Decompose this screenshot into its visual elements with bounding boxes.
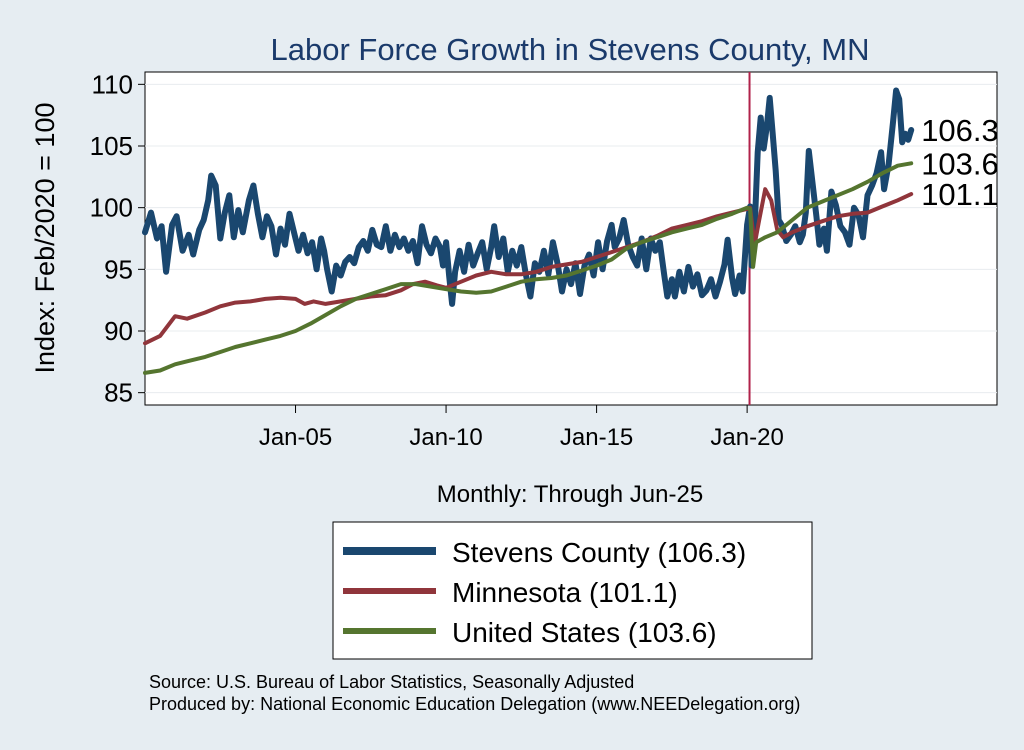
series-end-label-1: 101.1 bbox=[921, 177, 999, 212]
x-tick-label: Jan-10 bbox=[409, 424, 482, 451]
series-line-2 bbox=[143, 161, 914, 375]
series-end-label-2: 103.6 bbox=[921, 146, 999, 181]
x-axis-label: Monthly: Through Jun-25 bbox=[437, 481, 703, 508]
x-tick-label: Jan-05 bbox=[259, 424, 332, 451]
series-line-0 bbox=[142, 87, 915, 307]
legend-label-2: United States (103.6) bbox=[452, 617, 717, 648]
y-tick-label: 105 bbox=[90, 131, 133, 161]
producer-note: Produced by: National Economic Education… bbox=[149, 694, 800, 714]
y-tick-label: 85 bbox=[104, 378, 133, 408]
source-note: Source: U.S. Bureau of Labor Statistics,… bbox=[149, 672, 634, 692]
legend-label-1: Minnesota (101.1) bbox=[452, 577, 678, 608]
y-tick-label: 95 bbox=[104, 254, 133, 284]
y-axis-label: Index: Feb/2020 = 100 bbox=[30, 103, 60, 374]
y-tick-label: 100 bbox=[90, 193, 133, 223]
series-end-label-0: 106.3 bbox=[921, 113, 999, 148]
y-tick-label: 90 bbox=[104, 316, 133, 346]
legend-label-0: Stevens County (106.3) bbox=[452, 537, 746, 568]
legend: Stevens County (106.3) Minnesota (101.1) U… bbox=[343, 537, 746, 648]
x-tick-label: Jan-15 bbox=[560, 424, 633, 451]
y-tick-label: 110 bbox=[92, 69, 133, 99]
series-layer bbox=[142, 87, 915, 375]
x-tick-label: Jan-20 bbox=[710, 424, 783, 451]
chart-title: Labor Force Growth in Stevens County, MN bbox=[270, 32, 869, 67]
axes: 85 90 95 100 105 110 Jan-05 Jan-10 Jan-15 Jan-20 bbox=[90, 69, 784, 451]
